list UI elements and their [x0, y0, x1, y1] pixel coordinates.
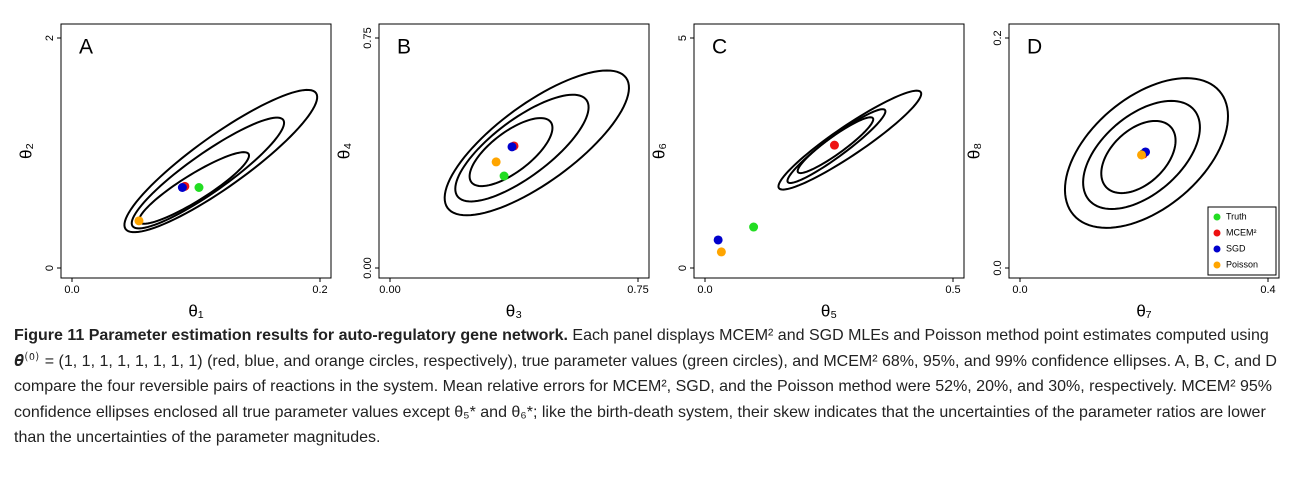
legend-swatch	[1213, 213, 1221, 221]
point	[749, 222, 759, 232]
panel-label: B	[397, 36, 411, 59]
point	[829, 140, 839, 150]
y-axis-label: θ₄	[334, 143, 353, 159]
x-tick-label: 0.75	[627, 284, 648, 296]
caption: Figure 11 Parameter estimation results f…	[14, 323, 1280, 451]
point	[177, 183, 187, 192]
legend-label: MCEM²	[1226, 227, 1257, 237]
confidence-ellipse	[786, 108, 887, 184]
confidence-ellipse	[138, 151, 251, 225]
confidence-ellipse	[1063, 77, 1230, 229]
point	[507, 142, 517, 152]
legend-swatch	[1213, 245, 1221, 253]
x-tick-label: 0.0	[64, 284, 79, 296]
plot-frame	[60, 23, 332, 279]
confidence-ellipse	[1082, 99, 1201, 211]
confidence-ellipse	[454, 93, 590, 203]
plot-frame	[693, 23, 965, 279]
plot-frame	[1008, 23, 1280, 279]
y-tick-label: 2	[44, 35, 56, 41]
y-axis-label: θ₈	[964, 143, 983, 160]
legend-label: SGD	[1226, 243, 1246, 253]
y-tick-label: 0.00	[362, 257, 374, 278]
y-tick-label: 0	[677, 265, 689, 271]
confidence-ellipse	[1100, 119, 1177, 195]
x-axis-label: θ₃	[506, 301, 522, 320]
confidence-ellipse	[468, 117, 554, 188]
x-tick-label: 0.0	[1012, 284, 1027, 296]
legend-label: Truth	[1226, 211, 1247, 221]
plot-frame	[378, 23, 650, 279]
x-tick-label: 0.0	[697, 284, 712, 296]
x-axis-label: θ₇	[1136, 301, 1151, 320]
confidence-ellipse	[443, 69, 630, 217]
point	[499, 171, 509, 181]
y-tick-label: 0.0	[992, 260, 1004, 275]
legend-swatch	[1213, 261, 1221, 269]
confidence-ellipse	[130, 116, 286, 230]
x-tick-label: 0.4	[1260, 284, 1275, 296]
x-axis-label: θ₅	[821, 301, 837, 320]
point	[134, 216, 144, 226]
legend-label: Poisson	[1226, 259, 1258, 269]
x-tick-label: 0.00	[379, 284, 400, 296]
x-axis-label: θ₁	[188, 301, 203, 320]
x-tick-label: 0.2	[312, 284, 327, 296]
confidence-ellipse	[777, 89, 923, 191]
legend-swatch	[1213, 229, 1221, 237]
y-tick-label: 0.75	[362, 27, 374, 48]
x-tick-label: 0.5	[945, 284, 960, 296]
y-tick-label: 0.2	[992, 30, 1004, 45]
y-axis-label: θ₆	[649, 143, 668, 159]
caption-title: Figure 11 Parameter estimation results f…	[14, 327, 568, 344]
caption-text: Each panel displays MCEM² and SGD MLEs a…	[14, 327, 1277, 446]
y-tick-label: 0	[44, 265, 56, 271]
point	[713, 235, 723, 245]
panel-label: C	[712, 36, 727, 59]
confidence-ellipse	[123, 88, 319, 234]
point	[716, 247, 726, 257]
y-axis-label: θ₂	[16, 143, 35, 159]
panel-label: D	[1027, 36, 1042, 59]
point	[194, 183, 204, 192]
panel-label: A	[79, 36, 93, 59]
point	[491, 157, 501, 167]
point	[1137, 150, 1147, 160]
y-tick-label: 5	[677, 35, 689, 41]
